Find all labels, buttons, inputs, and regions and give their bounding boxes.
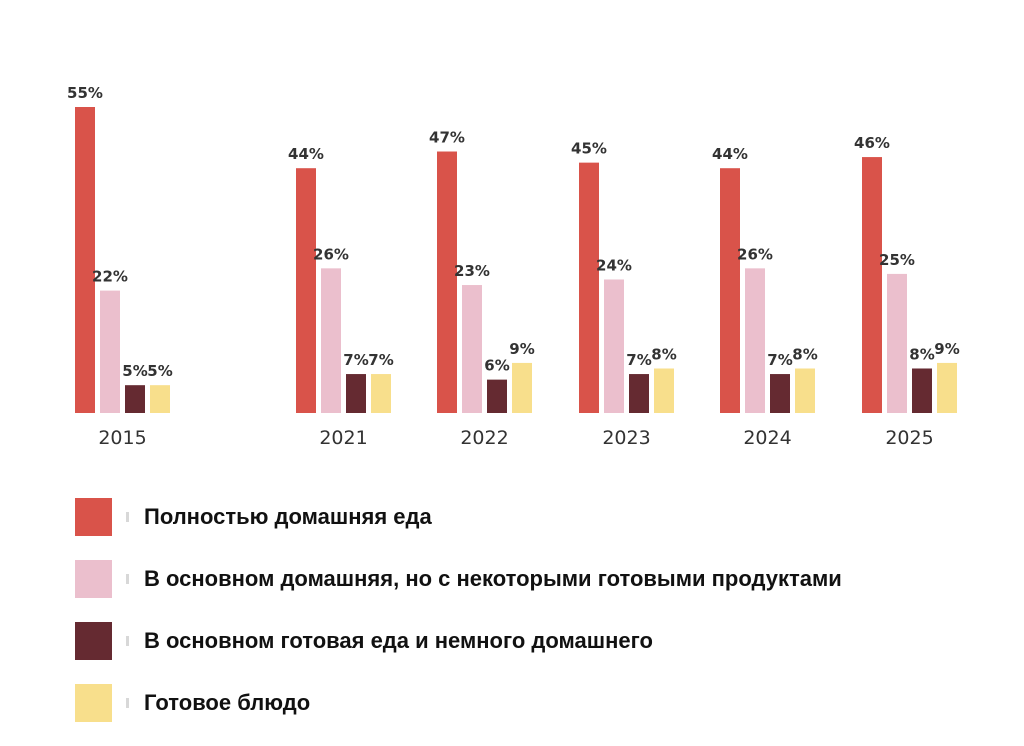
bar-2022-series-1	[437, 151, 457, 413]
data-label-2021-series-1: 44%	[288, 145, 324, 163]
x-tick-label-2021: 2021	[319, 427, 367, 449]
bar-2024-series-3	[770, 374, 790, 413]
data-label-2015-series-2: 22%	[92, 268, 128, 286]
legend-swatch-mostly-ready	[75, 622, 112, 660]
data-label-2024-series-3: 7%	[767, 351, 792, 369]
bar-2023-series-2	[604, 279, 624, 413]
bar-2025-series-3	[912, 368, 932, 413]
x-tick-label-2024: 2024	[743, 427, 791, 449]
bar-2025-series-2	[887, 273, 907, 413]
data-label-2022-series-3: 6%	[484, 357, 509, 375]
legend-label-mostly-homemade: В основном домашняя, но с некоторыми гот…	[144, 566, 842, 591]
bar-2023-series-4	[654, 368, 674, 413]
bar-2025-series-1	[862, 157, 882, 413]
data-label-2015-series-4: 5%	[147, 362, 172, 380]
bar-2021-series-4	[371, 374, 391, 413]
bar-2022-series-2	[462, 285, 482, 413]
legend-label-fully-homemade: Полностью домашняя еда	[144, 504, 432, 529]
x-tick-label-2025: 2025	[885, 427, 933, 449]
data-label-2021-series-4: 7%	[368, 351, 393, 369]
bar-2021-series-2	[321, 268, 341, 413]
bar-2015-series-4	[150, 385, 170, 413]
bar-2022-series-4	[512, 362, 532, 413]
data-label-2015-series-1: 55%	[67, 84, 103, 102]
bar-2025-series-4	[937, 362, 957, 413]
x-tick-label-2023: 2023	[602, 427, 650, 449]
bar-2023-series-1	[579, 162, 599, 413]
data-label-2025-series-1: 46%	[854, 134, 890, 152]
data-label-2024-series-4: 8%	[792, 345, 817, 363]
bar-2024-series-1	[720, 168, 740, 413]
chart-legend: Полностью домашняя еда В основном домашн…	[75, 498, 1020, 746]
x-tick-label-2022: 2022	[460, 427, 508, 449]
x-tick-label-2015: 2015	[98, 427, 146, 449]
legend-tick-mark	[126, 574, 129, 584]
bar-2015-series-1	[75, 107, 95, 413]
legend-item-fully-homemade: Полностью домашняя еда	[75, 498, 1020, 536]
legend-swatch-mostly-homemade	[75, 560, 112, 598]
bar-2023-series-3	[629, 374, 649, 413]
data-label-2024-series-1: 44%	[712, 145, 748, 163]
data-label-2022-series-4: 9%	[509, 340, 534, 358]
legend-label-mostly-ready: В основном готовая еда и немного домашне…	[144, 628, 653, 653]
legend-tick-mark	[126, 512, 129, 522]
data-label-2025-series-4: 9%	[934, 340, 959, 358]
bar-2015-series-2	[100, 290, 120, 413]
legend-label-ready-meal: Готовое блюдо	[144, 690, 311, 715]
bar-2021-series-3	[346, 374, 366, 413]
data-label-2025-series-2: 25%	[879, 251, 915, 269]
legend-swatch-fully-homemade	[75, 498, 112, 536]
legend-tick-mark	[126, 636, 129, 646]
bar-2024-series-4	[795, 368, 815, 413]
bar-2022-series-3	[487, 379, 507, 413]
data-label-2023-series-3: 7%	[626, 351, 651, 369]
legend-item-mostly-homemade: В основном домашняя, но с некоторыми гот…	[75, 560, 1020, 598]
bar-2024-series-2	[745, 268, 765, 413]
bar-2021-series-1	[296, 168, 316, 413]
data-label-2021-series-3: 7%	[343, 351, 368, 369]
data-label-2015-series-3: 5%	[122, 362, 147, 380]
data-label-2023-series-1: 45%	[571, 140, 607, 158]
legend-swatch-ready-meal	[75, 684, 112, 722]
data-label-2022-series-1: 47%	[429, 129, 465, 147]
legend-tick-mark	[126, 698, 129, 708]
data-label-2023-series-4: 8%	[651, 345, 676, 363]
bar-2015-series-3	[125, 385, 145, 413]
data-label-2022-series-2: 23%	[454, 262, 490, 280]
data-label-2023-series-2: 24%	[596, 256, 632, 274]
data-label-2025-series-3: 8%	[909, 345, 934, 363]
legend-item-ready-meal: Готовое блюдо	[75, 684, 1020, 722]
legend-item-mostly-ready: В основном готовая еда и немного домашне…	[75, 622, 1020, 660]
data-label-2024-series-2: 26%	[737, 245, 773, 263]
data-label-2021-series-2: 26%	[313, 245, 349, 263]
